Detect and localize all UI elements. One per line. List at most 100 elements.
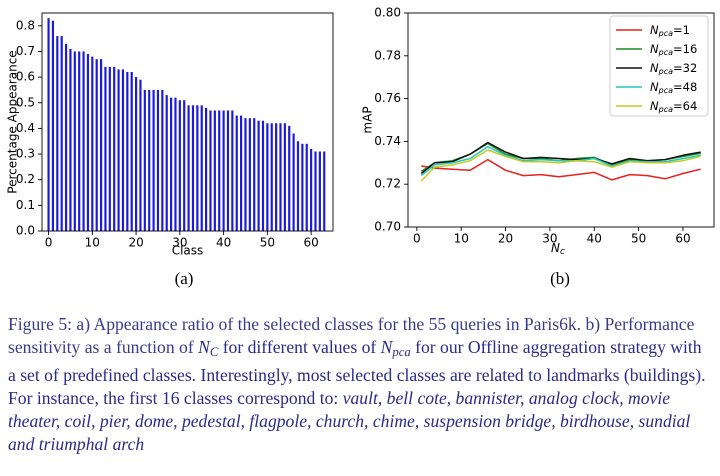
bar-class-15 [113,66,116,231]
bar-class-52 [275,123,278,231]
x-tick-label-b: 30 [542,232,557,246]
x-tick-label-a: 10 [85,236,100,250]
y-tick-label-b: 0.72 [374,177,401,191]
y-axis-label-b: mAP [361,106,375,133]
legend-entry-value: =64 [673,99,697,113]
bar-class-49 [261,120,265,231]
bar-class-38 [213,110,216,231]
x-axis-label-b-base: N [551,241,560,255]
bar-class-45 [244,118,247,231]
bar-class-3 [60,36,63,231]
bar-class-58 [301,143,304,231]
bar-class-61 [314,151,317,231]
bar-class-32 [187,105,190,231]
y-tick-label-b: 0.74 [374,134,401,148]
bar-class-28 [169,97,173,232]
figure-charts: 0.00.10.20.30.40.50.60.70.80 10 20 30 40 50 60… [6,6,715,288]
caption-npca-sub: pca [392,345,411,360]
series-line-npca-32 [420,141,701,175]
legend-entry-value: =48 [673,80,697,94]
x-tick-label-b: 50 [631,232,646,246]
legend-entry-base: N [650,80,659,94]
bar-class-31 [183,100,186,231]
x-tick-label-a: 40 [216,236,231,250]
caption-npca-base: N [380,337,393,357]
legend-entry-sub: pca [658,86,673,95]
legend-entry-base: N [650,99,659,113]
line-chart-map-sensitivity: 0.70 0.72 0.74 0.76 0.78 0.80 0 10 20 30 40 50 60 Nc m… [361,6,715,288]
y-tick-label-a: 0.7 [16,44,35,58]
legend-entry-sub: pca [658,105,673,114]
bar-class-18 [126,71,129,231]
bar-class-62 [318,151,321,231]
bar-class-14 [108,66,111,231]
legend-entry-sub: pca [658,29,673,38]
y-axis-label-a: Percentage Appearance [6,50,20,193]
bar-class-24 [152,89,155,231]
bar-class-59 [305,143,308,231]
y-tick-label-a: 0.4 [16,121,35,135]
bar-class-20 [134,77,138,231]
y-tick-label-a: 0.1 [16,198,35,212]
legend-entry: Npca=32 [650,61,697,76]
bar-class-1 [51,20,55,231]
bar-class-0 [47,18,50,232]
bar-class-50 [266,123,269,231]
bar-class-43 [235,115,238,231]
bar-class-11 [95,59,98,232]
legend-box [609,15,709,117]
legend-entry: Npca=16 [650,42,697,57]
x-tick-label-a: 50 [260,236,275,250]
legend-entry: Npca=64 [650,99,697,114]
x-tick-label-b: 10 [454,232,469,246]
bar-class-17 [121,69,125,232]
x-tick-label-b: 60 [675,232,690,246]
caption-rest: for our Offline aggregation strategy wit… [8,337,706,409]
caption-class-list: vault, bell cote, bannister, analog cloc… [8,388,691,455]
bar-class-26 [161,89,164,231]
bar-class-4 [64,43,68,231]
x-tick-label-b: 20 [498,232,513,246]
x-tick-label-a: 20 [128,236,143,250]
bar-class-6 [73,51,76,232]
bar-class-16 [117,69,120,232]
bar-class-48 [257,120,260,231]
bar-class-46 [248,118,251,231]
plot-frame-a [41,12,334,232]
bar-class-8 [82,51,85,232]
bar-class-33 [191,105,195,231]
bar-class-63 [323,151,326,231]
legend-entry-base: N [650,61,659,75]
bar-class-34 [196,105,199,231]
legend-entry-sub: pca [658,67,673,76]
figure-caption: Figure 5: a) Appearance ratio of the sel… [8,313,710,456]
bar-class-29 [174,97,177,232]
bar-class-23 [148,89,151,231]
bar-class-19 [130,71,133,231]
bar-class-12 [99,59,103,232]
bar-class-39 [218,110,221,231]
bar-class-22 [143,89,146,231]
y-tick-label-a: 0.2 [16,172,35,186]
legend-entry-value: =16 [673,42,697,56]
bar-class-25 [156,89,160,231]
bar-class-35 [200,105,203,231]
bar-chart-class-appearance: 0.0 0.1 0.2 0.3 0.4 0.5 0.6 0.7 0.8 0 10 20 30 40 50 60… [6,12,334,288]
x-tick-label-a: 0 [45,236,53,250]
y-tick-label-a: 0.8 [16,18,35,32]
panel-label-a: (a) [175,269,194,288]
y-tick-label-a: 0.6 [16,70,35,84]
plot-frame-b [407,12,715,228]
x-axis-label-a: Class [172,244,204,258]
bar-class-9 [86,54,90,231]
bar-class-40 [222,110,225,231]
bar-class-57 [296,141,300,231]
series-line-npca-64 [420,149,701,182]
bar-class-47 [253,118,256,231]
series-line-npca-48 [420,145,701,177]
legend-entry-base: N [650,23,659,37]
bar-class-56 [292,133,295,231]
x-axis-label-b: Nc [551,241,565,257]
bar-class-53 [279,123,282,231]
